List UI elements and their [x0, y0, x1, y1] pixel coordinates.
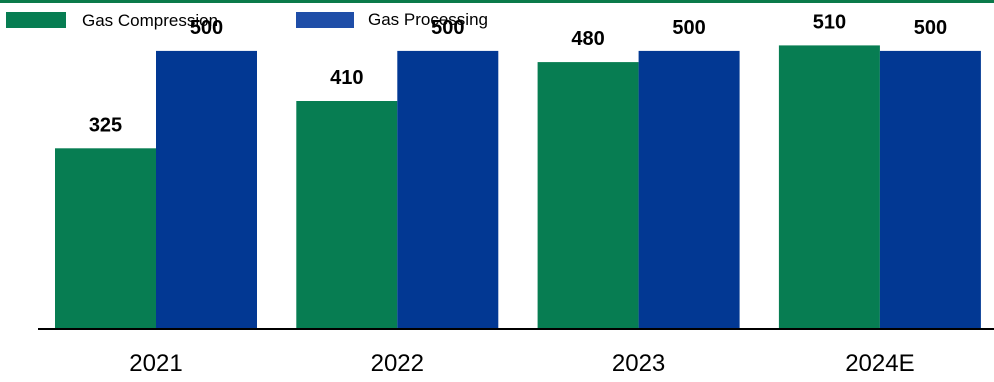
value-label-gas-processing-2021: 500 — [190, 17, 223, 39]
value-labels-group: 325 500 410 500 480 500 510 500 — [89, 11, 947, 136]
legend-label-gas-processing: Gas Processing — [368, 10, 488, 29]
value-label-gas-compression-2023: 480 — [571, 28, 604, 50]
x-tick-label-2022: 2022 — [371, 350, 424, 377]
legend: Gas Compression Gas Processing — [6, 10, 488, 30]
legend-swatch-gas-processing — [296, 12, 354, 28]
bar-gas-compression-2024e — [778, 45, 880, 330]
value-label-gas-processing-2024e: 500 — [914, 17, 947, 39]
legend-label-gas-compression: Gas Compression — [82, 11, 218, 30]
bar-gas-processing-2023 — [638, 50, 740, 330]
value-label-gas-compression-2024e: 510 — [813, 11, 846, 33]
x-tick-label-2021: 2021 — [129, 350, 182, 377]
value-label-gas-processing-2022: 500 — [431, 17, 464, 39]
bar-gas-compression-2021 — [55, 148, 156, 329]
bar-gas-processing-2022 — [397, 50, 499, 330]
x-tick-label-2024e: 2024E — [845, 350, 914, 377]
bar-gas-compression-2022 — [296, 101, 398, 329]
x-tick-label-2023: 2023 — [612, 350, 665, 377]
x-tick-labels-group: 2021 2022 2023 2024E — [129, 350, 914, 377]
bar-gas-processing-2021 — [156, 50, 257, 330]
value-label-gas-compression-2022: 410 — [330, 67, 363, 89]
value-label-gas-compression-2021: 325 — [89, 114, 122, 136]
bar-gas-compression-2023 — [537, 62, 639, 329]
legend-swatch-gas-compression — [6, 12, 66, 28]
value-label-gas-processing-2023: 500 — [672, 17, 705, 39]
bars-group — [55, 45, 981, 330]
bar-gas-processing-2024e — [879, 50, 981, 330]
